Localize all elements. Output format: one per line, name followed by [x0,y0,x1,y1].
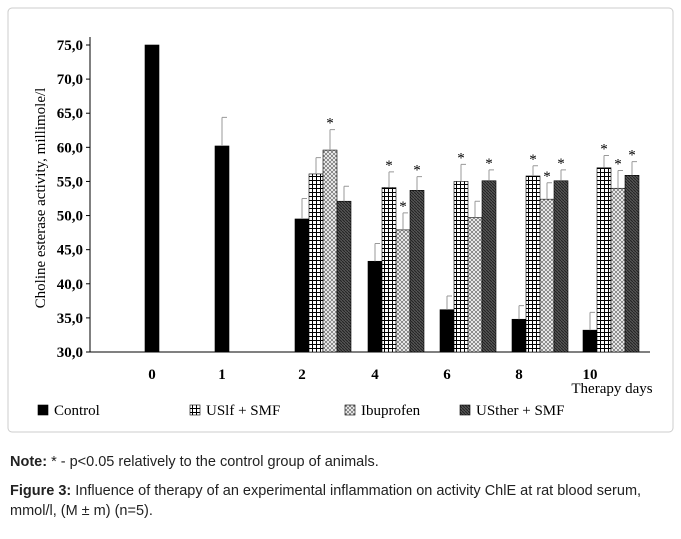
bar [214,145,230,353]
error-bar [315,157,321,174]
y-tick-label: 75,0 [57,38,83,54]
bar [144,44,160,353]
error-bar [343,185,349,202]
bar [467,217,483,353]
error-bar [416,176,422,191]
bar [525,175,541,353]
x-tick-label: 8 [515,367,523,383]
figure-caption: Figure 3: Influence of therapy of an exp… [10,481,670,521]
y-tick-label: 45,0 [57,243,83,259]
bar [439,309,455,353]
note-label: Note: [10,454,48,470]
x-tick-label: 2 [298,367,306,383]
y-tick-label: 40,0 [57,277,83,293]
bar [553,180,569,353]
significance-label: * [557,156,565,172]
legend-label: Control [54,403,100,419]
y-tick-label: 60,0 [57,140,83,156]
error-bar [532,165,538,176]
error-bar [474,200,480,218]
error-bar [329,129,335,151]
x-tick-label: 4 [371,367,379,383]
bar [322,149,338,353]
figure-text: Influence of therapy of an experimental … [10,483,642,519]
y-tick-label: 55,0 [57,174,83,190]
note: Note: * - p<0.05 relatively to the contr… [10,452,670,472]
error-bar [446,295,452,310]
figure-label: Figure 3: [10,483,72,499]
significance-label: * [628,148,636,164]
bar [624,175,640,353]
chart: Choline esterase activity, millimole/l T… [7,7,674,433]
bar [336,200,352,353]
error-bar [518,305,524,320]
bar [381,187,397,353]
frame [7,7,674,433]
note-text: * - p<0.05 relatively to the control gro… [47,454,379,470]
bar [610,187,626,353]
significance-label: * [614,157,622,173]
x-axis-label: Therapy days [571,381,652,397]
x-tick-label: 1 [218,367,226,383]
y-tick-label: 70,0 [57,72,83,88]
error-bar [388,171,394,188]
error-bar [589,311,595,331]
y-tick-label: 50,0 [57,209,83,225]
significance-label: * [413,163,421,179]
y-axis-label: Choline esterase activity, millimole/l [33,88,49,309]
error-bar [460,163,466,182]
bar [539,198,555,353]
legend-label: Ibuprofen [361,403,421,419]
y-tick-label: 30,0 [57,345,83,361]
significance-label: * [385,158,393,174]
y-tick-label: 35,0 [57,311,83,327]
x-tick-label: 10 [583,367,598,383]
error-bar [374,243,380,262]
bar [481,180,497,353]
significance-label: * [326,116,334,132]
legend-label: USther + SMF [476,403,564,419]
bar [511,318,527,353]
significance-label: * [543,169,551,185]
bar [367,260,383,353]
error-bar [603,155,609,168]
bar [582,329,598,353]
bar [409,190,425,353]
x-tick-label: 6 [443,367,451,383]
bar [395,229,411,353]
legend-label: USlf + SMF [206,403,280,419]
bar [308,173,324,353]
bar [294,218,310,353]
legend-swatch [37,404,49,416]
error-bar [402,212,408,230]
error-bar [301,198,307,219]
significance-label: * [457,150,465,166]
error-bar [488,169,494,181]
error-bar [631,161,637,176]
x-tick-label: 0 [148,367,156,383]
error-bar [617,170,623,189]
bar [453,181,469,353]
significance-label: * [600,142,608,158]
error-bar [221,116,227,146]
significance-label: * [485,156,493,172]
error-bar [546,182,552,200]
bar [596,167,612,353]
y-tick-label: 65,0 [57,106,83,122]
legend-swatch [344,404,356,416]
error-bar [560,169,566,181]
significance-label: * [399,199,407,215]
significance-label: * [529,152,537,168]
legend-swatch [189,404,201,416]
legend-swatch [459,404,471,416]
